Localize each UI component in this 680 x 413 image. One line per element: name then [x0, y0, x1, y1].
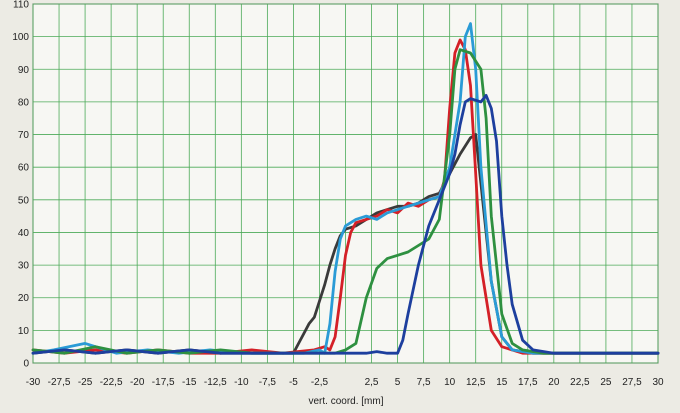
y-tick-label: 0 — [23, 359, 29, 370]
x-tick-label: 5 — [395, 377, 401, 388]
x-tick-label: 12,5 — [466, 377, 486, 388]
x-tick-label: -22,5 — [100, 377, 123, 388]
x-tick-label: -15 — [182, 377, 197, 388]
grid — [32, 3, 659, 364]
y-tick-label: 10 — [18, 326, 30, 337]
series-line-4 — [31, 48, 660, 355]
y-tick-label: 50 — [18, 195, 30, 206]
y-tick-label: 100 — [12, 32, 29, 43]
x-tick-label: -17,5 — [152, 377, 175, 388]
x-tick-label: -12,5 — [204, 377, 227, 388]
y-tick-label: 70 — [18, 130, 30, 141]
y-tick-label: 40 — [18, 228, 30, 239]
x-tick-label: 2,5 — [365, 377, 379, 388]
x-tick-label: 22,5 — [570, 377, 590, 388]
y-tick-label: 80 — [18, 97, 30, 108]
x-tick-label: 10 — [444, 377, 456, 388]
x-tick-label: 7,5 — [417, 377, 431, 388]
y-axis-ticks: 0 10 20 30 40 50 60 70 80 90 100 110 — [12, 0, 29, 370]
x-tick-label: -2,5 — [311, 377, 329, 388]
y-tick-label: 110 — [13, 0, 29, 11]
x-axis-ticks: -30 -27,5 -25 -22,5 -20 -17,5 -15 -12,5 -10 -7,5 -… — [26, 377, 664, 388]
series-layer — [31, 22, 660, 355]
x-tick-label: 25 — [600, 377, 612, 388]
y-tick-label: 90 — [18, 65, 30, 76]
x-tick-label: 17,5 — [518, 377, 538, 388]
y-tick-label: 20 — [18, 293, 30, 304]
x-tick-label: -7,5 — [259, 377, 277, 388]
series-line-5 — [31, 94, 660, 355]
x-tick-label: 15 — [496, 377, 508, 388]
y-tick-label: 60 — [18, 163, 30, 174]
x-tick-label: -30 — [26, 377, 41, 388]
x-tick-label: 27,5 — [622, 377, 642, 388]
x-tick-label: 30 — [652, 377, 664, 388]
x-axis-title: vert. coord. [mm] — [308, 396, 383, 407]
x-tick-label: -25 — [78, 377, 93, 388]
x-tick-label: 20 — [548, 377, 560, 388]
y-tick-label: 30 — [18, 261, 30, 272]
x-tick-label: -27,5 — [48, 377, 71, 388]
x-tick-label: -5 — [289, 377, 298, 388]
x-tick-label: -20 — [130, 377, 145, 388]
x-tick-label: -10 — [234, 377, 249, 388]
